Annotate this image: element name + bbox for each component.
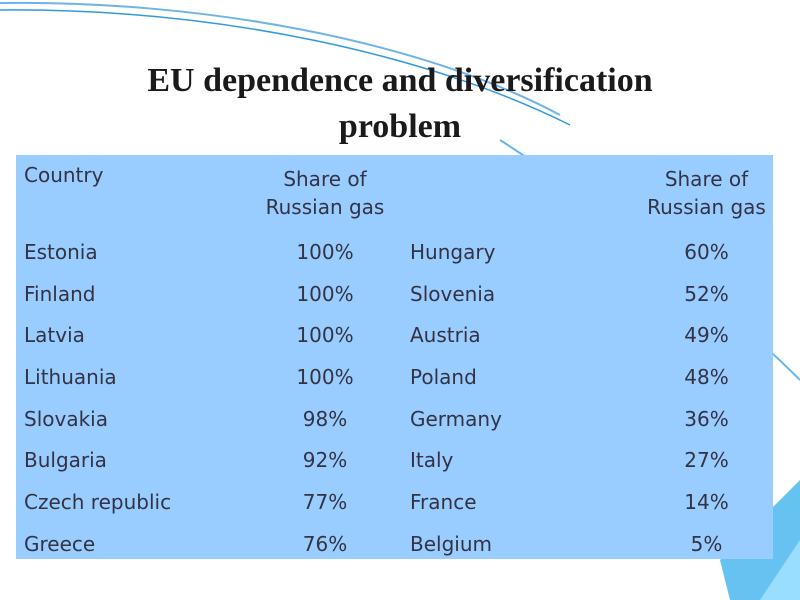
country-cell: Belgium (410, 531, 492, 556)
top-swoosh (0, 1, 561, 116)
country-cell: Lithuania (24, 364, 117, 389)
top-swoosh-2 (0, 9, 571, 126)
table-row: Estonia 100% Hungary 60% (16, 231, 773, 273)
country-cell: Slovakia (24, 406, 108, 431)
header-share-left-line2: Russian gas (265, 195, 385, 219)
share-cell: 100% (296, 364, 354, 389)
share-cell: 92% (302, 448, 348, 473)
header-share-right-line2: Russian gas (647, 195, 766, 219)
country-cell: Czech republic (24, 489, 172, 514)
slide-title: EU dependence and diversification proble… (0, 58, 800, 150)
header-country: Country (24, 163, 104, 187)
header-share-right: Share of Russian gas (640, 155, 773, 231)
header-share-right-line1: Share of (664, 167, 749, 191)
data-table: Country Share of Russian gas Share of Ru… (16, 155, 773, 565)
table-row: Slovakia 98% Germany 36% (16, 398, 773, 440)
country-cell: Germany (410, 406, 502, 431)
country-cell: Slovenia (410, 281, 496, 306)
country-cell: Poland (410, 364, 477, 389)
title-line-2: problem (338, 108, 462, 145)
share-cell: 52% (684, 281, 729, 306)
country-cell: Bulgaria (24, 448, 107, 473)
header-share-left-line1: Share of (283, 167, 367, 191)
share-cell: 100% (296, 239, 354, 264)
country-cell: Greece (24, 531, 96, 556)
table-header-row: Country Share of Russian gas Share of Ru… (16, 155, 773, 231)
country-cell: France (410, 489, 477, 514)
share-cell: 14% (684, 489, 729, 514)
bottom-right-corner-light (760, 540, 800, 600)
share-cell: 36% (684, 406, 729, 431)
share-cell: 60% (684, 239, 729, 264)
table-row: Greece 76% Belgium 5% (16, 523, 773, 565)
header-share-left: Share of Russian gas (256, 155, 394, 231)
share-cell: 49% (684, 323, 729, 348)
table-row: Bulgaria 92% Italy 27% (16, 439, 773, 481)
table-row: Czech republic 77% France 14% (16, 481, 773, 523)
table-row: Latvia 100% Austria 49% (16, 314, 773, 356)
country-cell: Austria (410, 323, 481, 348)
table-row: Finland 100% Slovenia 52% (16, 273, 773, 315)
share-cell: 76% (302, 531, 348, 556)
country-cell: Latvia (24, 323, 85, 348)
share-cell: 5% (690, 531, 723, 556)
country-cell: Italy (410, 448, 454, 473)
header-country-right (394, 155, 640, 231)
share-cell: 48% (684, 364, 729, 389)
share-cell: 77% (302, 489, 348, 514)
country-cell: Hungary (410, 239, 496, 264)
table-row: Lithuania 100% Poland 48% (16, 356, 773, 398)
title-line-1: EU dependence and diversification (147, 62, 653, 99)
gas-dependence-table: Country Share of Russian gas Share of Ru… (16, 155, 773, 559)
country-cell: Estonia (24, 239, 98, 264)
share-cell: 100% (296, 281, 354, 306)
share-cell: 100% (296, 323, 354, 348)
country-cell: Finland (24, 281, 96, 306)
share-cell: 98% (302, 406, 348, 431)
share-cell: 27% (684, 448, 729, 473)
